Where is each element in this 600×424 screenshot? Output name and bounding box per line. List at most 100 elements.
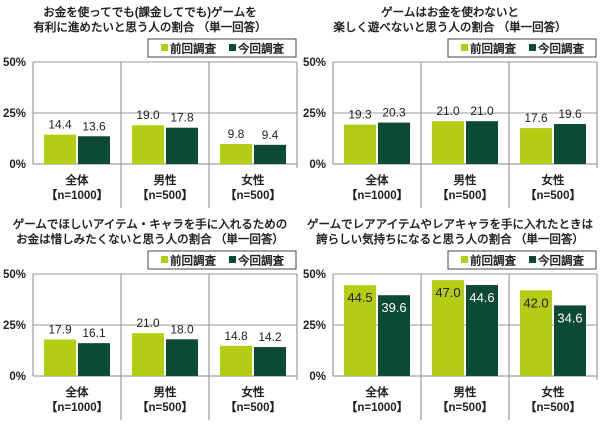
legend-label: 今回調査: [237, 42, 284, 56]
data-label: 34.6: [557, 310, 582, 325]
chart-title-line: お金を使ってでも(課金してでも)ゲームを: [43, 5, 256, 19]
chart-title-line: ゲームでほしいアイテム・キャラを手に入れるための: [13, 217, 288, 231]
legend-label: 今回調査: [537, 42, 584, 56]
legend-swatch: [229, 44, 236, 51]
legend-label: 前回調査: [170, 42, 216, 56]
category-sample-size: 【n=1000】: [46, 189, 108, 202]
category-sample-size: 【n=1000】: [346, 401, 408, 414]
y-tick-label: 0%: [9, 371, 26, 383]
legend-box: [447, 38, 597, 58]
bar-previous: [520, 290, 552, 376]
chart-title-line: 誇らしい気持ちになると思う人の割合 （単一回答）: [316, 232, 584, 246]
bar-current: [466, 121, 498, 164]
data-label: 14.4: [48, 118, 72, 132]
y-tick-label: 50%: [303, 269, 326, 281]
category-label: 全体: [365, 173, 389, 187]
bar-previous: [432, 280, 464, 376]
data-label: 16.1: [82, 326, 106, 340]
legend-label: 今回調査: [537, 254, 584, 268]
legend-swatch: [529, 44, 536, 51]
y-tick-label: 25%: [303, 108, 326, 120]
category-sample-size: 【n=500】: [137, 189, 193, 202]
data-label: 17.8: [170, 111, 194, 125]
legend-swatch: [529, 256, 536, 263]
y-tick-label: 25%: [3, 320, 26, 332]
data-label: 9.4: [262, 128, 279, 142]
data-label: 21.0: [136, 316, 160, 330]
legend-label: 前回調査: [170, 254, 216, 268]
category-label: 男性: [154, 173, 177, 187]
category-label: 女性: [542, 385, 565, 399]
legend-label: 今回調査: [237, 254, 284, 268]
category-sample-size: 【n=1000】: [46, 401, 108, 414]
chart-panel-4: ゲームでレアアイテムやレアキャラを手に入れたときは誇らしい気持ちになると思う人の…: [303, 217, 598, 420]
bar-current: [78, 343, 110, 376]
data-label: 44.5: [347, 290, 372, 305]
category-label: 女性: [242, 385, 265, 399]
category-sample-size: 【n=500】: [525, 189, 581, 202]
bar-current: [166, 127, 198, 164]
category-sample-size: 【n=500】: [137, 401, 193, 414]
category-label: 女性: [542, 173, 565, 187]
bar-current: [378, 122, 410, 164]
y-tick-label: 50%: [303, 57, 326, 69]
data-label: 19.3: [348, 108, 372, 122]
y-tick-label: 0%: [309, 371, 326, 383]
chart-title-line: 楽しく遊べないと思う人の割合 （単一回答）: [332, 20, 566, 34]
category-sample-size: 【n=500】: [525, 401, 581, 414]
data-label: 9.8: [228, 127, 245, 141]
data-label: 19.6: [558, 107, 582, 121]
data-label: 21.0: [436, 104, 460, 118]
y-tick-label: 50%: [3, 269, 26, 281]
data-label: 17.6: [524, 111, 548, 125]
bar-previous: [220, 345, 252, 376]
bar-current: [254, 144, 286, 164]
bar-current: [378, 295, 410, 376]
bar-current: [78, 136, 110, 164]
chart-panel-3: ゲームでほしいアイテム・キャラを手に入れるためのお金は惜しみたくないと思う人の割…: [3, 217, 298, 420]
legend: 前回調査 今回調査: [447, 250, 597, 270]
legend-swatch: [461, 44, 468, 51]
y-tick-label: 25%: [303, 320, 326, 332]
data-label: 13.6: [82, 119, 106, 133]
legend-label: 前回調査: [470, 254, 516, 268]
legend-swatch: [461, 256, 468, 263]
data-label: 19.0: [136, 108, 160, 122]
bar-previous: [220, 144, 252, 164]
legend-box: [147, 250, 297, 270]
legend: 前回調査 今回調査: [147, 250, 297, 270]
chart-title-line: ゲームでレアアイテムやレアキャラを手に入れたときは: [307, 217, 594, 231]
bar-previous: [432, 121, 464, 164]
legend-box: [147, 38, 297, 58]
bar-current: [554, 305, 586, 376]
category-label: 女性: [242, 173, 265, 187]
category-sample-size: 【n=1000】: [346, 189, 408, 202]
category-label: 全体: [365, 385, 389, 399]
category-sample-size: 【n=500】: [225, 401, 281, 414]
data-label: 44.6: [469, 290, 494, 305]
category-label: 男性: [454, 173, 477, 187]
bar-previous: [344, 285, 376, 376]
bar-previous: [520, 128, 552, 164]
legend-swatch: [161, 256, 168, 263]
data-label: 42.0: [523, 295, 548, 310]
chart-title-line: ゲームはお金を使わないと: [381, 5, 519, 19]
legend-label: 前回調査: [470, 42, 516, 56]
legend-box: [447, 250, 597, 270]
bar-previous: [344, 124, 376, 164]
category-label: 全体: [65, 385, 89, 399]
data-label: 47.0: [435, 285, 460, 300]
bar-current: [466, 285, 498, 376]
legend: 前回調査 今回調査: [447, 38, 597, 58]
legend: 前回調査 今回調査: [147, 38, 297, 58]
data-label: 18.0: [170, 322, 194, 336]
bar-previous: [132, 333, 164, 376]
legend-swatch: [229, 256, 236, 263]
category-sample-size: 【n=500】: [437, 189, 493, 202]
legend-swatch: [161, 44, 168, 51]
data-label: 39.6: [381, 300, 406, 315]
category-label: 男性: [154, 385, 177, 399]
